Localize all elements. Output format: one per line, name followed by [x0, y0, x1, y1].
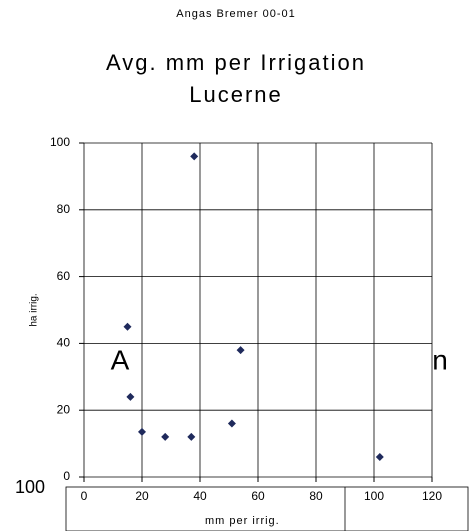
point [138, 427, 146, 436]
annotation: A [111, 344, 130, 375]
chart-title: Avg. mm per Irrigation [106, 50, 366, 75]
x-tick-label: 80 [309, 489, 323, 503]
chart-title: Lucerne [189, 82, 283, 107]
y-tick-label: 40 [57, 336, 71, 350]
y-tick-label: 20 [57, 402, 71, 416]
point [190, 152, 199, 161]
y-axis-label: ha irrig. [29, 293, 40, 326]
x-axis-label: mm per irrig. [205, 515, 280, 527]
x-tick-label: 20 [135, 489, 149, 503]
y-tick-label: 0 [63, 469, 70, 483]
point [161, 432, 170, 441]
x-tick-label: 0 [81, 489, 88, 503]
annotation: n [432, 344, 448, 375]
point [123, 322, 132, 331]
x-tick-label: 100 [364, 489, 384, 503]
y-tick-label: 80 [57, 202, 71, 216]
point [236, 346, 245, 355]
point [126, 392, 135, 401]
x-tick-label: 40 [193, 489, 207, 503]
x-tick-label: 120 [422, 489, 442, 503]
point [187, 432, 196, 441]
y-tick-label: 60 [57, 269, 71, 283]
point [227, 419, 236, 428]
y-tick-label: 100 [50, 135, 70, 149]
point [375, 452, 384, 461]
overlay-box [65, 486, 469, 531]
chart-subtitle: Angas Bremer 00-01 [176, 8, 296, 20]
annotation: 100 [15, 477, 45, 497]
x-tick-label: 60 [251, 489, 265, 503]
